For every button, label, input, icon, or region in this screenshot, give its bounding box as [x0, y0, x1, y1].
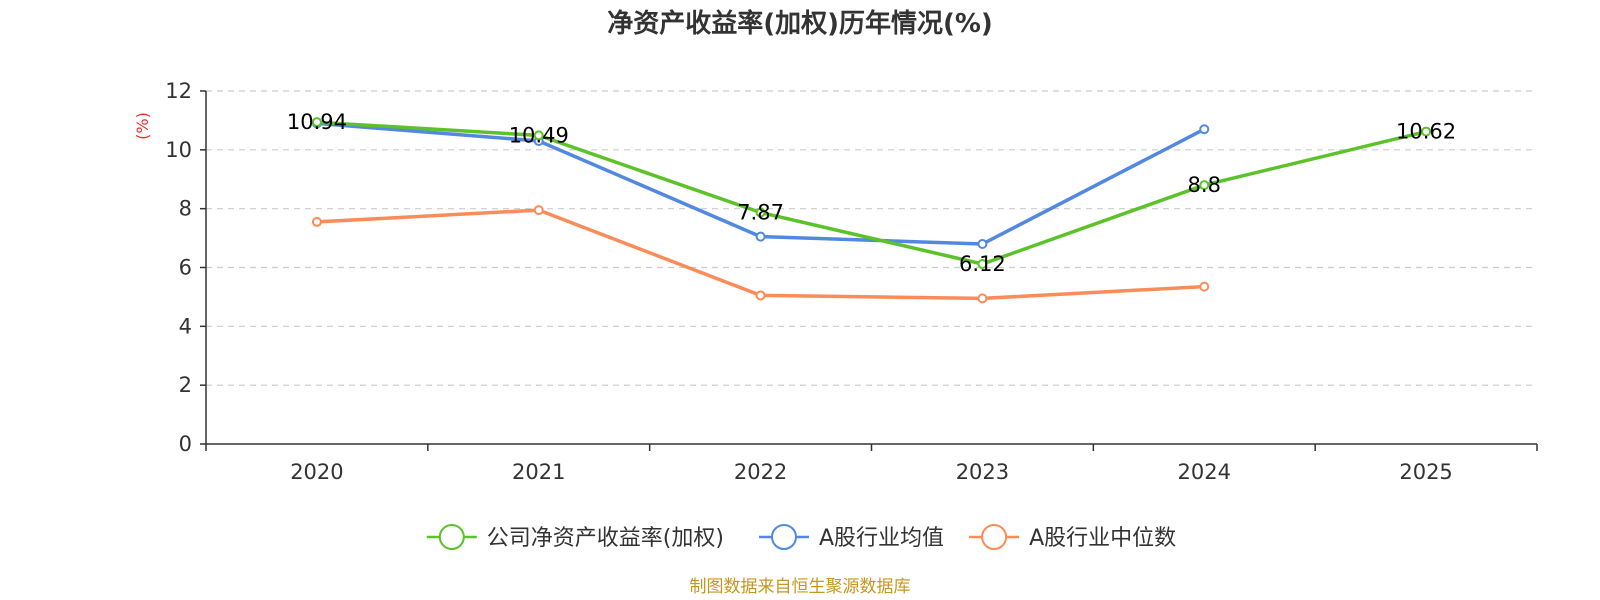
x-tick-label-2021: 2021	[512, 460, 565, 484]
data-point-s3-2024	[1199, 281, 1210, 292]
x-tick-label-2024: 2024	[1178, 460, 1231, 484]
data-point-s1-2021	[533, 130, 544, 141]
data-point-s3-2020	[311, 216, 322, 227]
series-layer	[311, 117, 1432, 304]
x-tick-label-2023: 2023	[956, 460, 1009, 484]
data-point-s1-2020	[311, 117, 322, 128]
legend-circle-icon	[981, 524, 1008, 550]
legend: 公司净资产收益率(加权) A股行业均值 A股行业中位数	[426, 524, 1176, 551]
data-point-s2-2023	[977, 238, 988, 249]
x-tick-label-2022: 2022	[734, 460, 787, 484]
y-axis-unit-label: (%)	[133, 112, 152, 140]
data-label-2024: 8.8	[1188, 173, 1221, 197]
data-label-2020: 10.94	[287, 110, 347, 134]
legend-label: A股行业中位数	[1029, 526, 1176, 551]
y-tick-label: 2	[179, 373, 192, 397]
legend-circle-icon	[771, 524, 797, 550]
data-point-s1-2022	[755, 207, 766, 218]
legend-label: A股行业均值	[819, 526, 944, 551]
legend-item-1[interactable]: 公司净资产收益率(加权)	[426, 524, 724, 551]
y-tick-label: 10	[165, 138, 192, 162]
grid-lines	[206, 90, 1537, 386]
data-point-s1-2025	[1421, 126, 1432, 137]
x-tick-label-2025: 2025	[1399, 460, 1452, 484]
data-point-s3-2021	[533, 205, 544, 216]
data-point-s3-2023	[977, 293, 988, 304]
y-tick-label: 6	[179, 256, 192, 280]
y-tick-label: 4	[179, 314, 192, 338]
legend-item-2[interactable]: A股行业均值	[759, 524, 944, 551]
chart-title: 净资产收益率(加权)历年情况(%)	[607, 8, 993, 39]
data-point-s1-2023	[977, 258, 988, 269]
data-point-s3-2022	[755, 290, 766, 301]
legend-label: 公司净资产收益率(加权)	[487, 526, 724, 551]
data-label-2022: 7.87	[737, 200, 784, 224]
y-tick-label: 0	[179, 432, 192, 456]
data-point-s1-2024	[1199, 180, 1210, 191]
legend-circle-icon	[438, 524, 465, 550]
data-labels: 10.94 10.49 7.87 6.12 8.8 10.62	[287, 110, 1456, 276]
data-source-note: 制图数据来自恒生聚源数据库	[690, 577, 911, 597]
axes: 0 2 4 6 8 10 12 2020 2021 2022 2023 2024 2025	[165, 79, 1538, 484]
y-tick-label: 12	[165, 79, 192, 103]
data-point-s2-2022	[755, 231, 766, 242]
series-line-2	[316, 121, 1206, 246]
y-tick-label: 8	[179, 197, 192, 221]
data-label-2023: 6.12	[959, 252, 1006, 276]
data-label-2021: 10.49	[509, 123, 569, 147]
data-label-2025: 10.62	[1396, 120, 1456, 144]
series-line-1	[316, 120, 1427, 266]
data-point-s2-2024	[1199, 124, 1210, 135]
legend-item-3[interactable]: A股行业中位数	[969, 524, 1176, 551]
x-tick-label-2020: 2020	[290, 460, 343, 484]
